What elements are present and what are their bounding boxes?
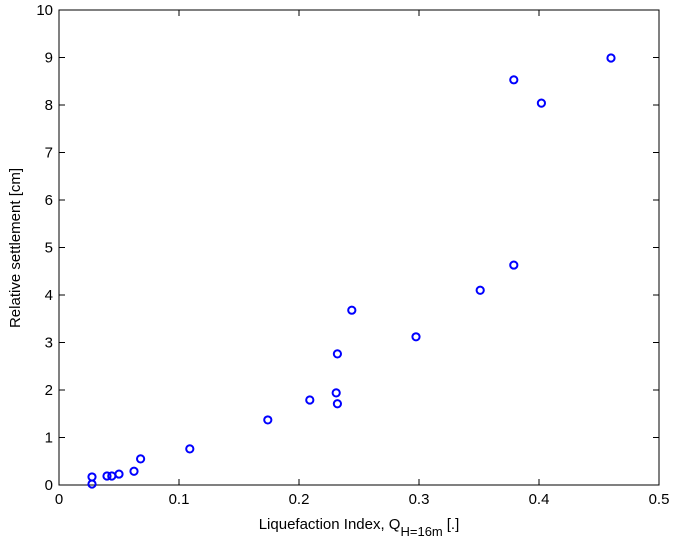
x-tick-label: 0.5 (649, 491, 670, 508)
data-point (114, 469, 124, 479)
y-tick-label: 1 (45, 430, 53, 447)
data-point (509, 75, 519, 85)
x-axis-label: Liquefaction Index, QH=16m [.] (259, 516, 460, 539)
data-point (136, 454, 146, 464)
x-tick-label: 0 (55, 491, 63, 508)
y-tick-label: 2 (45, 382, 53, 399)
y-tick-label: 7 (45, 145, 53, 162)
data-point (332, 399, 342, 409)
data-point (87, 472, 97, 482)
x-tick-label: 0.4 (529, 491, 550, 508)
y-tick-label: 6 (45, 192, 53, 209)
y-tick-label: 0 (45, 477, 53, 494)
data-point (129, 466, 139, 476)
data-point (347, 305, 357, 315)
y-tick-label: 8 (45, 97, 53, 114)
data-point (332, 349, 342, 359)
x-label-main: Liquefaction Index, Q (259, 516, 401, 533)
x-tick-label: 0.1 (169, 491, 190, 508)
y-tick-label: 3 (45, 335, 53, 352)
data-point (509, 260, 519, 270)
y-tick-label: 5 (45, 240, 53, 257)
data-point (411, 332, 421, 342)
data-point (475, 285, 485, 295)
data-point (263, 415, 273, 425)
y-tick-label: 10 (36, 2, 53, 19)
data-point (331, 388, 341, 398)
data-point (606, 53, 616, 63)
y-tick-label: 9 (45, 50, 53, 67)
y-tick-label: 4 (45, 287, 53, 304)
data-point (536, 98, 547, 108)
y-axis-label: Relative settlement [cm] (7, 168, 24, 328)
data-point (305, 395, 315, 405)
x-label-suffix: [.] (447, 516, 460, 533)
data-point (185, 444, 195, 454)
data-point (102, 471, 112, 481)
x-tick-label: 0.3 (409, 491, 430, 508)
x-tick-label: 0.2 (289, 491, 310, 508)
x-label-subscript: H=16m (400, 524, 442, 539)
